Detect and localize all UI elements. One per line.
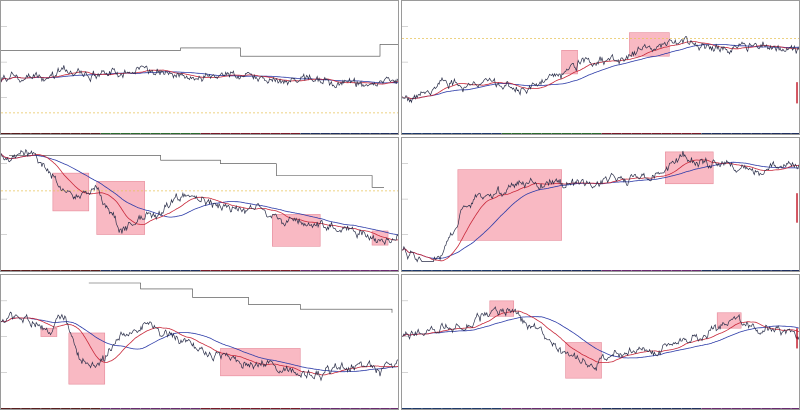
price-line [402, 306, 799, 371]
chart-panel-5[interactable] [0, 274, 399, 410]
ma-slow-line [1, 317, 398, 373]
time-axis-segment-4 [300, 270, 398, 271]
step-line [1, 44, 398, 57]
highlight-zone-2 [665, 151, 714, 185]
highlight-zone-3 [716, 312, 742, 329]
chart-panel-4[interactable] [401, 137, 800, 272]
chart-plot [402, 300, 799, 409]
price-line [1, 311, 398, 382]
chart-panel-2[interactable] [401, 0, 800, 135]
highlight-zone-1 [40, 327, 58, 337]
time-axis-segment-4 [701, 408, 799, 409]
highlight-zone-3 [272, 214, 321, 247]
chart-plot [1, 282, 398, 409]
ma-fast-line [402, 310, 799, 364]
ma-fast-line [1, 153, 398, 241]
time-axis-segment-4 [300, 133, 398, 134]
ma-slow-line [402, 44, 799, 100]
price-line [1, 148, 398, 246]
chart-panel-6[interactable] [401, 274, 800, 410]
ma-slow-line [402, 316, 799, 359]
highlight-zone-1 [561, 49, 578, 75]
chart-plot [1, 26, 398, 134]
price-line [402, 150, 799, 263]
chart-panel-3[interactable] [0, 137, 399, 272]
chart-plot [1, 148, 398, 271]
step-line [9, 155, 384, 188]
ma-fast-line [1, 69, 398, 85]
time-axis-segment-4 [701, 133, 799, 134]
time-axis-segment-4 [300, 408, 398, 409]
ma-fast-line [1, 317, 398, 376]
step-line [88, 282, 393, 313]
time-axis-segment-4 [701, 270, 799, 271]
chart-panel-1[interactable] [0, 0, 399, 135]
chart-plot [402, 150, 799, 271]
price-line [1, 65, 398, 89]
highlight-zone-1 [457, 169, 562, 241]
chart-plot [402, 26, 799, 134]
highlight-zone-1 [489, 300, 515, 317]
ma-slow-line [1, 153, 398, 236]
highlight-zone-3 [220, 348, 301, 377]
highlight-zone-2 [565, 342, 602, 379]
price-line [402, 35, 799, 104]
